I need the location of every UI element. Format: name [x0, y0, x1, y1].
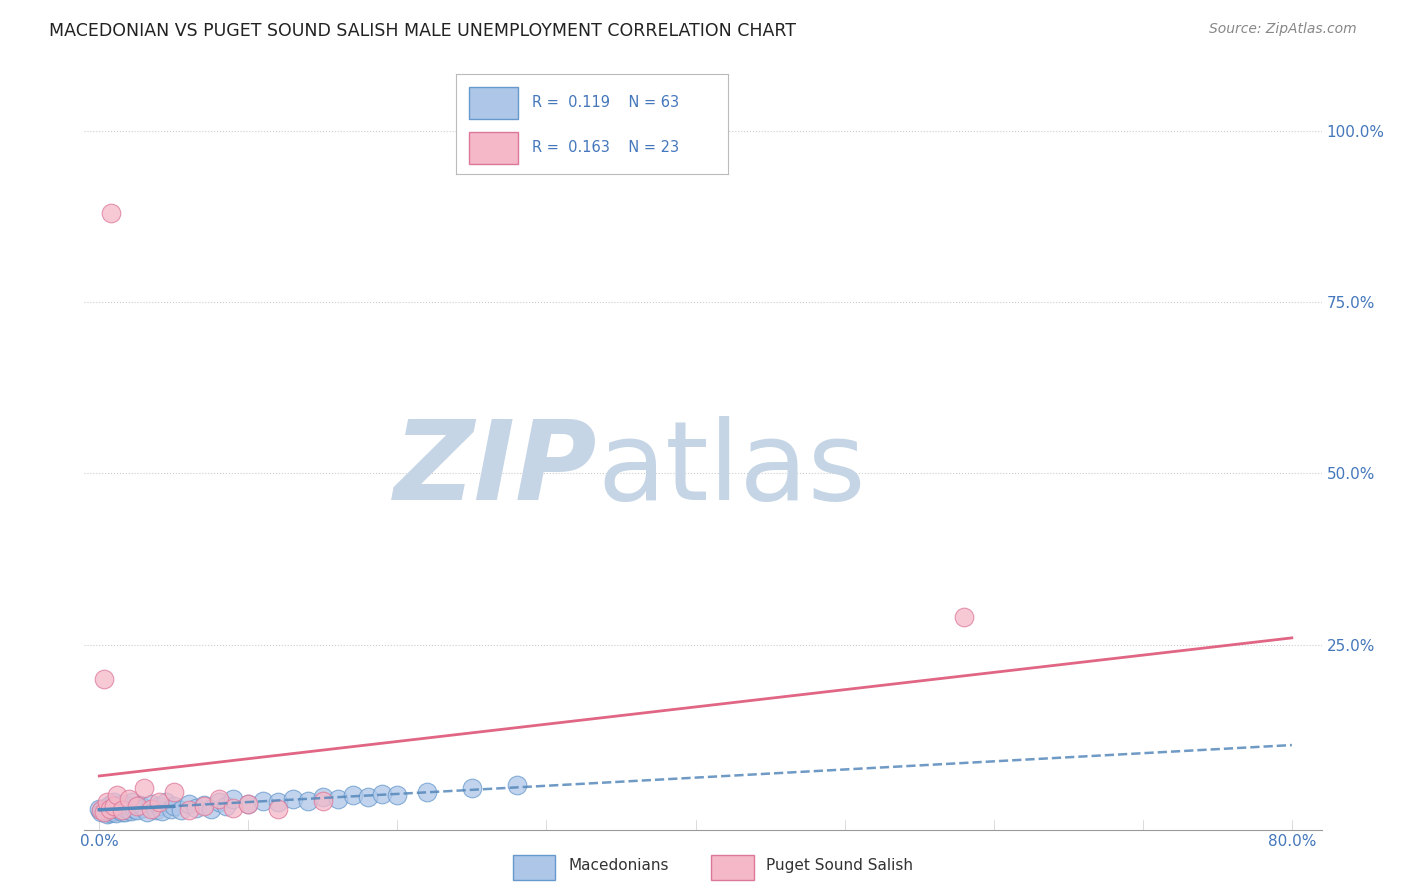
Point [356, 789, 378, 804]
Point [115, 800, 138, 814]
Point [105, 802, 128, 816]
Point [148, 799, 170, 814]
Point [252, 794, 274, 808]
Point [186, 800, 208, 814]
Point [96, 795, 118, 809]
Point [90, 804, 112, 818]
Point [90, 805, 112, 820]
Point [125, 804, 148, 818]
Point [132, 781, 155, 796]
Point [120, 804, 142, 818]
Point [118, 791, 141, 805]
Point [238, 797, 260, 811]
Point [98, 802, 121, 816]
Point [326, 791, 349, 805]
Point [107, 804, 129, 818]
Point [108, 799, 131, 814]
Point [112, 797, 135, 811]
FancyBboxPatch shape [711, 855, 754, 880]
Point [96, 806, 118, 821]
Point [177, 804, 200, 818]
Point [128, 797, 150, 812]
Text: Source: ZipAtlas.com: Source: ZipAtlas.com [1209, 22, 1357, 37]
Text: Macedonians: Macedonians [568, 858, 668, 872]
Point [141, 802, 163, 816]
Point [111, 804, 134, 818]
Point [222, 791, 245, 805]
Point [111, 805, 134, 819]
Point [132, 800, 155, 814]
Point [163, 798, 186, 813]
Point [159, 802, 181, 816]
Point [103, 804, 125, 818]
Text: Puget Sound Salish: Puget Sound Salish [766, 858, 914, 872]
Point [267, 795, 290, 809]
Point [342, 789, 364, 803]
Point [136, 805, 159, 820]
Point [312, 794, 335, 808]
Point [267, 802, 290, 816]
Point [200, 802, 222, 816]
Point [96, 800, 118, 814]
Point [118, 798, 141, 813]
Point [207, 791, 229, 805]
Point [100, 797, 122, 811]
Point [163, 785, 186, 799]
Point [953, 610, 976, 624]
Point [193, 798, 215, 813]
Point [94, 805, 117, 819]
Point [145, 803, 167, 817]
Point [121, 795, 143, 809]
Point [97, 798, 120, 813]
Point [125, 798, 148, 813]
Point [91, 804, 114, 818]
Point [505, 778, 527, 792]
Point [193, 797, 215, 812]
Point [148, 795, 170, 809]
Point [155, 795, 177, 809]
Point [117, 803, 139, 817]
Point [101, 805, 124, 820]
Point [215, 798, 238, 813]
Point [98, 806, 121, 821]
Point [222, 800, 245, 814]
Point [89, 802, 111, 816]
Point [122, 802, 145, 816]
Point [97, 804, 120, 818]
Point [238, 797, 260, 811]
Point [207, 795, 229, 809]
Point [93, 672, 115, 686]
Point [114, 805, 136, 820]
FancyBboxPatch shape [513, 855, 555, 880]
Point [387, 789, 409, 803]
Point [312, 789, 335, 804]
Point [93, 805, 115, 820]
Point [461, 781, 484, 796]
Point [141, 797, 163, 811]
Point [177, 797, 200, 811]
Point [371, 787, 394, 801]
Point [93, 802, 115, 816]
Point [100, 803, 122, 817]
Point [281, 791, 304, 805]
Point [103, 795, 125, 809]
Text: ZIP: ZIP [394, 416, 598, 523]
Point [105, 789, 128, 803]
Point [150, 804, 173, 818]
Point [104, 806, 127, 821]
Point [103, 798, 125, 813]
Point [297, 794, 319, 808]
Point [104, 797, 127, 812]
Point [416, 785, 439, 799]
Point [170, 804, 193, 818]
Text: MACEDONIAN VS PUGET SOUND SALISH MALE UNEMPLOYMENT CORRELATION CHART: MACEDONIAN VS PUGET SOUND SALISH MALE UN… [49, 22, 796, 40]
Text: atlas: atlas [598, 416, 866, 523]
Point [100, 206, 122, 220]
Point [101, 800, 124, 814]
